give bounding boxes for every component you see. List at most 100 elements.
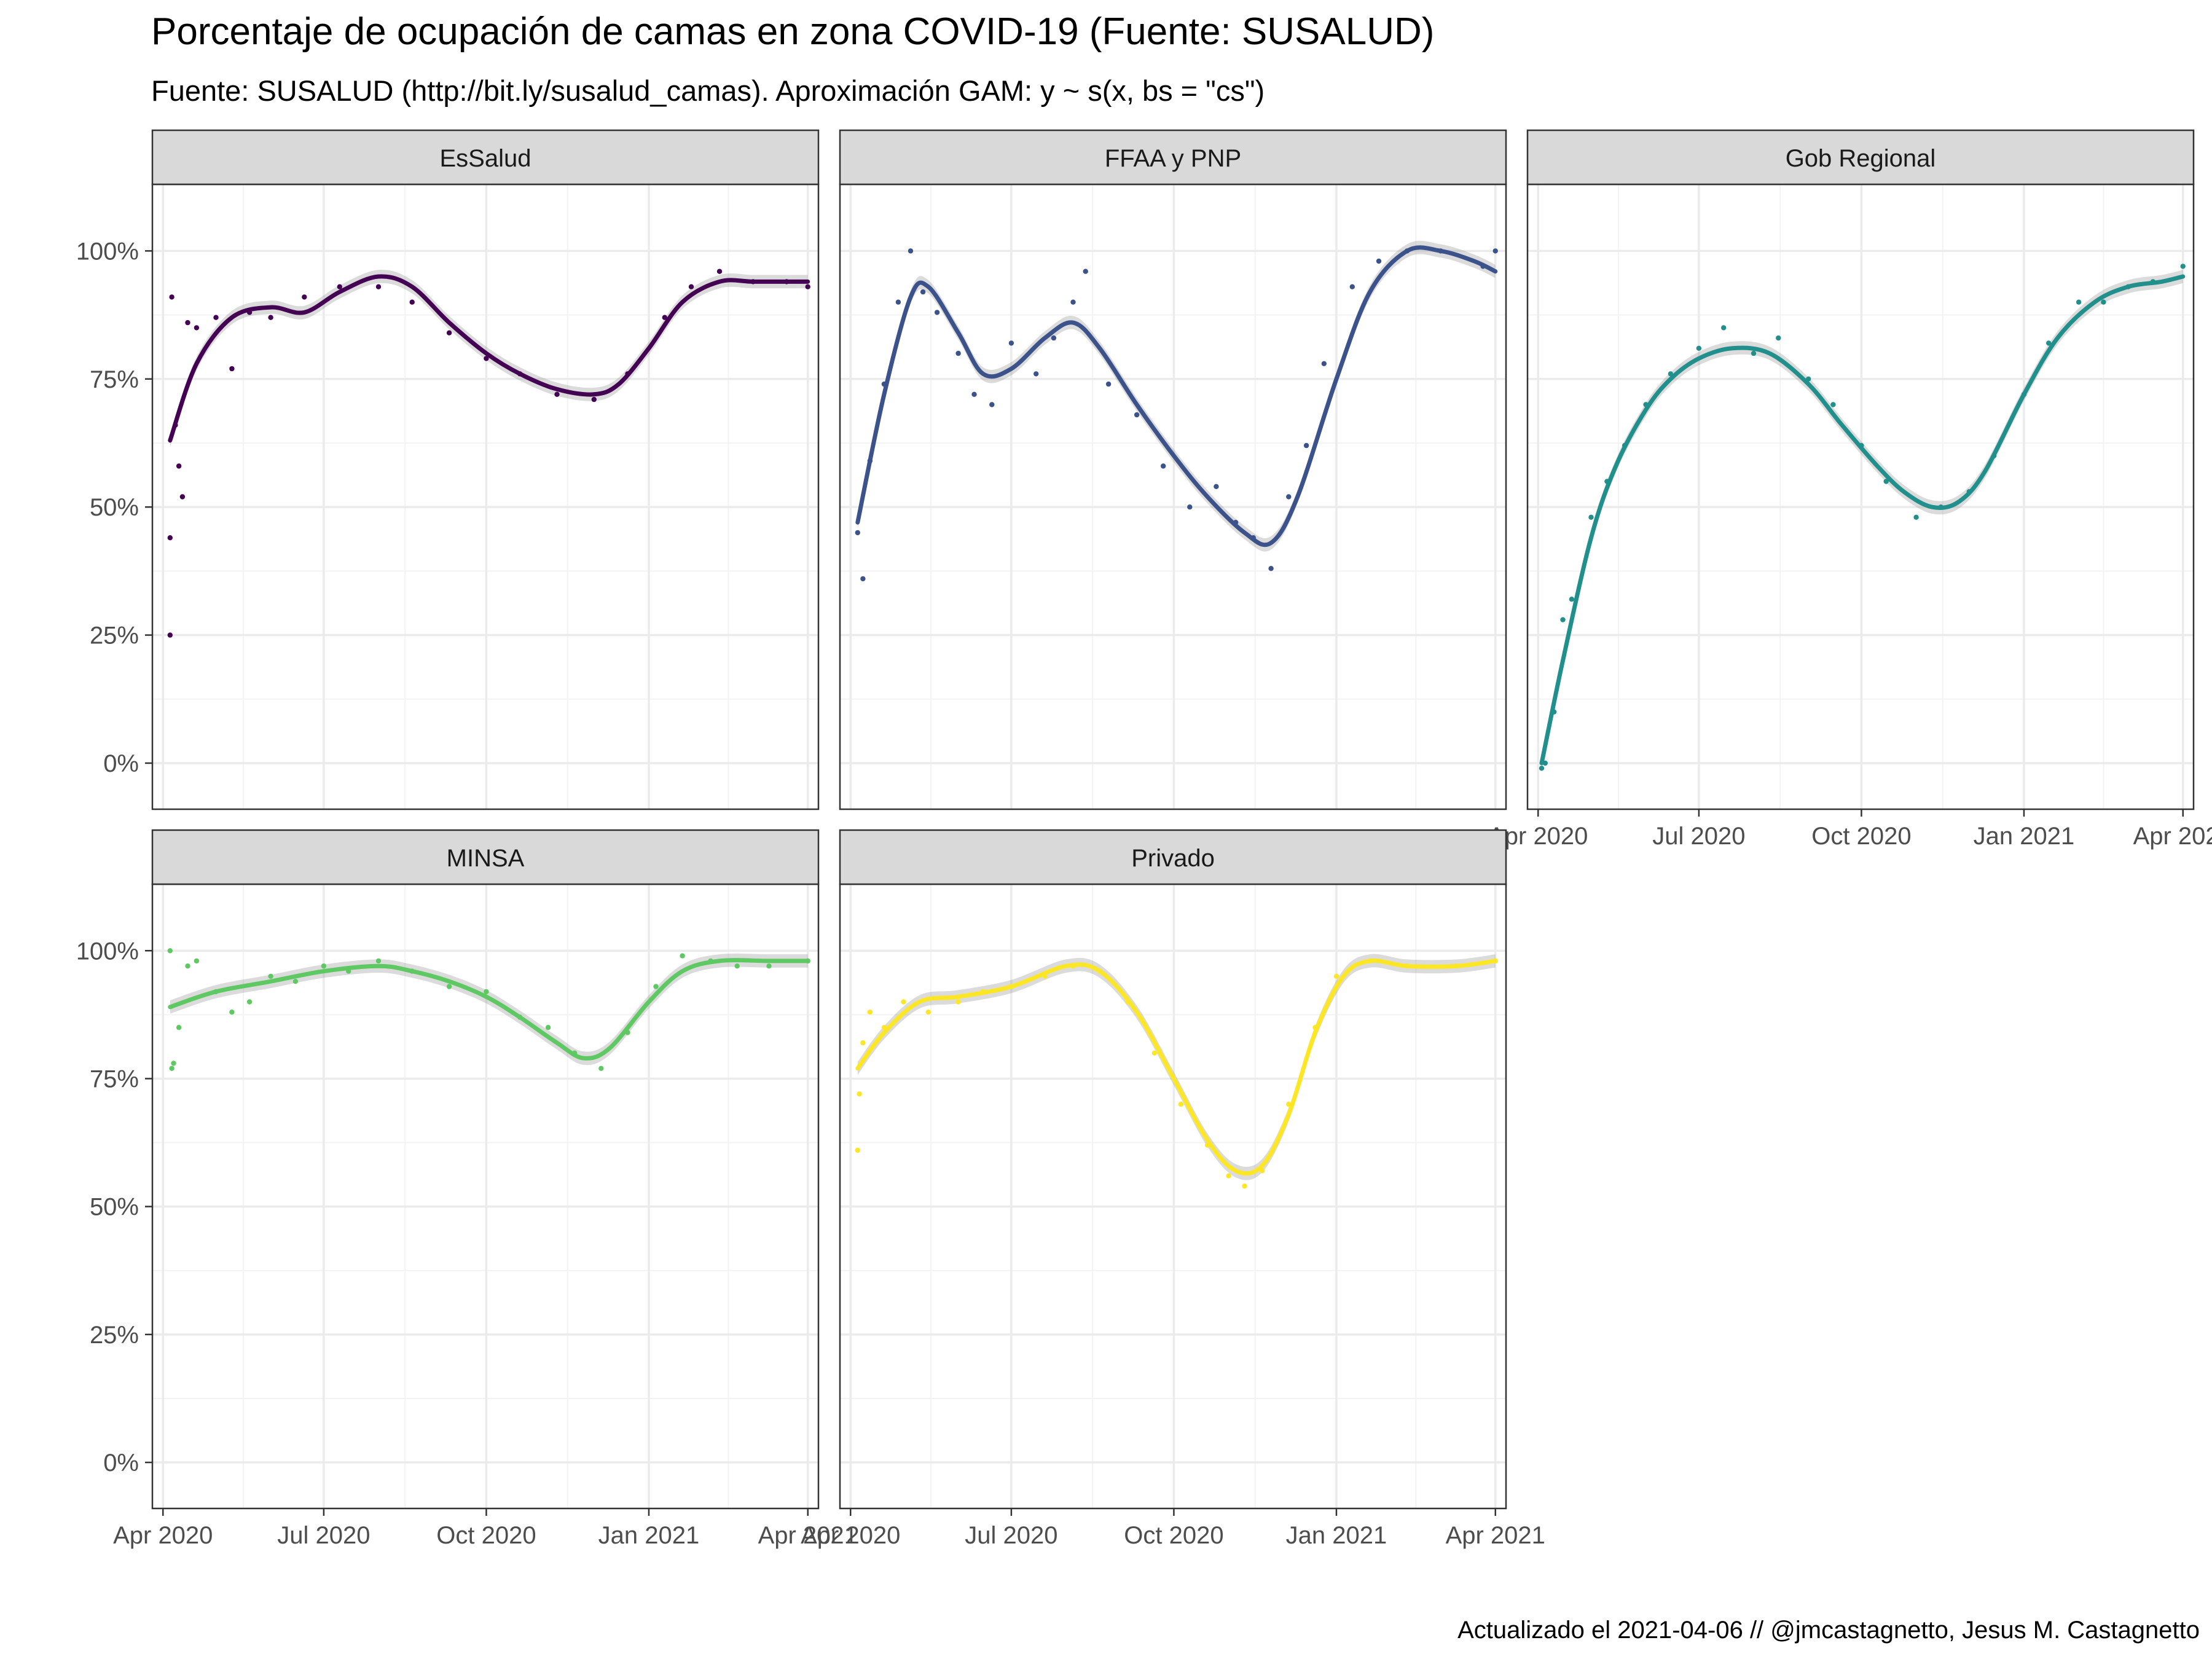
x-tick-label: Oct 2020 <box>436 1522 536 1549</box>
data-point <box>1161 463 1166 469</box>
data-point <box>1105 381 1112 387</box>
data-point <box>867 1010 873 1015</box>
data-point <box>688 284 694 289</box>
data-point <box>1883 479 1889 484</box>
data-point <box>1560 617 1566 622</box>
data-point <box>171 1061 176 1066</box>
data-point <box>1830 402 1836 407</box>
x-tick-label: Jul 2020 <box>1652 823 1745 850</box>
data-point <box>446 330 452 335</box>
data-point <box>855 530 861 536</box>
data-point <box>591 396 597 402</box>
data-point <box>409 299 415 305</box>
data-point <box>805 284 810 289</box>
data-point <box>895 299 901 305</box>
gam-smooth-line <box>855 245 1498 547</box>
data-point <box>1178 1101 1184 1107</box>
data-point <box>860 1040 866 1046</box>
x-tick-label: Oct 2020 <box>1124 1522 1223 1549</box>
y-tick-label: 25% <box>90 622 139 649</box>
gam-smooth-line <box>1539 274 2186 766</box>
data-point <box>1721 325 1727 331</box>
data-point <box>1268 566 1274 571</box>
data-point <box>169 1065 175 1072</box>
data-point <box>653 984 659 989</box>
data-point <box>302 294 307 300</box>
y-tick-label: 0% <box>103 1449 139 1477</box>
x-tick-label: Jan 2021 <box>598 1522 700 1549</box>
data-point <box>484 989 489 995</box>
x-tick-label: Apr 2020 <box>801 1522 900 1549</box>
data-point <box>484 356 489 361</box>
panel-ffaa-y-pnp: FFAA y PNP <box>839 129 1507 810</box>
facet-strip <box>151 829 820 885</box>
data-point <box>1187 504 1193 510</box>
data-point <box>971 391 977 397</box>
data-point <box>1051 335 1057 341</box>
data-point <box>955 350 961 356</box>
data-point <box>446 984 452 989</box>
data-point <box>1242 1183 1247 1189</box>
facet-strip <box>839 829 1507 885</box>
data-point <box>1913 514 1919 520</box>
data-point <box>1134 412 1140 418</box>
data-point <box>934 310 940 315</box>
data-point <box>185 320 190 326</box>
data-point <box>194 958 200 964</box>
facet-strip <box>151 129 820 186</box>
x-tick-label: Jan 2021 <box>1286 1522 1387 1549</box>
data-point <box>1226 1173 1231 1179</box>
facet-label: MINSA <box>447 845 525 872</box>
y-tick-label: 75% <box>90 366 139 393</box>
data-point <box>1333 973 1339 979</box>
data-point <box>1492 248 1498 254</box>
gam-smooth-line <box>855 958 1498 1176</box>
data-point <box>176 1025 182 1030</box>
data-point <box>545 1025 551 1030</box>
y-tick-label: 0% <box>103 750 139 777</box>
data-point <box>766 963 772 969</box>
x-tick-label: Apr 2021 <box>2133 823 2212 850</box>
data-point <box>185 963 190 969</box>
x-tick-label: Apr 2020 <box>113 1522 213 1549</box>
data-point <box>375 284 382 289</box>
data-point <box>167 535 173 541</box>
facet-label: FFAA y PNP <box>1105 145 1241 172</box>
data-point <box>2046 340 2052 346</box>
facet-panels: EsSalud 0% 25% 50% 75% 100% FFAA y PNP Gob Regi… <box>76 129 2212 1549</box>
data-point <box>179 494 186 500</box>
x-tick-label: Jul 2020 <box>277 1522 370 1549</box>
x-tick-label: Jan 2021 <box>1974 823 2075 850</box>
data-point <box>1588 514 1594 520</box>
data-point <box>169 294 175 300</box>
data-point <box>321 963 327 969</box>
data-point <box>1696 345 1702 351</box>
data-point <box>167 948 173 954</box>
y-tick-label: 100% <box>76 238 139 265</box>
data-point <box>1569 597 1575 602</box>
data-point <box>716 269 723 274</box>
facet-label: Gob Regional <box>1786 145 1936 172</box>
data-point <box>375 958 382 964</box>
y-tick-label: 50% <box>90 494 139 521</box>
panel-privado: Privado Apr 2020 Jul 2020 Oct 2020 Jan 2021 A… <box>801 829 1545 1549</box>
x-tick-label: Oct 2020 <box>1811 823 1911 850</box>
confidence-ribbon <box>170 269 808 447</box>
data-point <box>1776 335 1781 341</box>
data-point <box>213 315 219 320</box>
data-point <box>2076 299 2082 305</box>
panel-minsa: MINSA 0% 25% 50% 75% 100% Apr 2020 Jul 2020 Oct … <box>76 829 858 1549</box>
facet-label: EsSalud <box>440 145 531 172</box>
data-point <box>1349 284 1355 289</box>
y-tick-label: 25% <box>90 1322 139 1349</box>
data-point <box>1214 484 1219 489</box>
chart-title: Porcentaje de ocupación de camas en zona… <box>151 10 1434 53</box>
data-point <box>194 325 200 331</box>
data-point <box>1303 442 1309 449</box>
x-tick-label: Apr 2021 <box>1446 1522 1545 1549</box>
data-point <box>989 402 995 407</box>
data-point <box>2101 299 2106 305</box>
data-point <box>908 248 914 254</box>
data-point <box>857 1091 862 1097</box>
